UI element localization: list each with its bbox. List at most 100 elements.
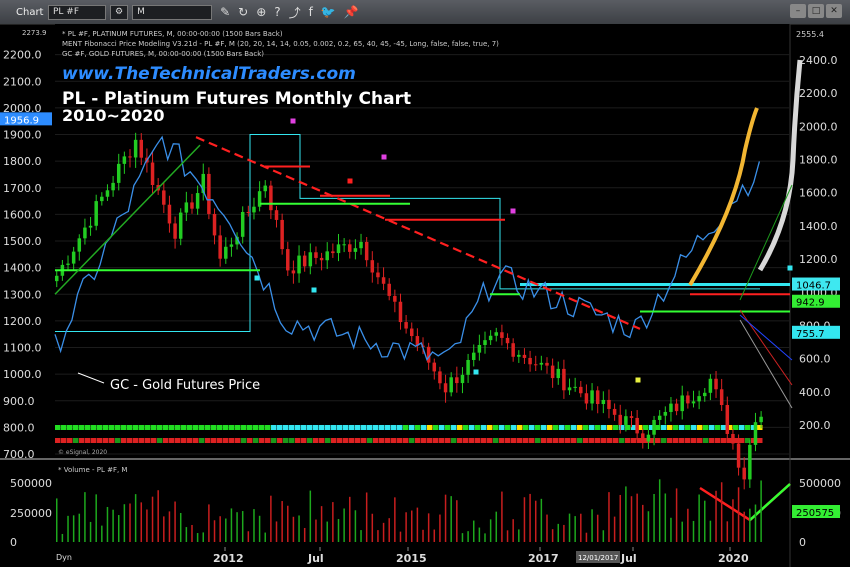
pin-icon[interactable]: 📌 <box>343 5 359 19</box>
signal-strip-top <box>571 425 577 430</box>
signal-strip-bottom <box>499 438 505 443</box>
share-icon[interactable]: ⤴ <box>288 5 301 20</box>
volume-bar <box>512 519 514 542</box>
symbol-input[interactable]: PL #F <box>48 4 106 20</box>
signal-strip-top <box>109 425 115 430</box>
candle-body <box>528 357 532 365</box>
volume-bar <box>112 509 114 542</box>
candle-body <box>691 401 696 404</box>
signal-strip-top <box>649 425 655 430</box>
signal-strip-bottom <box>721 438 727 443</box>
volume-bar <box>382 522 385 542</box>
candle-body <box>708 378 713 393</box>
signal-strip-bottom <box>469 438 475 443</box>
signal-strip-top <box>163 425 169 430</box>
signal-strip-bottom <box>649 438 655 443</box>
candle-body <box>122 156 127 164</box>
signal-strip-top <box>631 425 637 430</box>
signal-strip-top <box>709 425 715 430</box>
signal-strip-top <box>679 425 685 430</box>
volume-badge <box>792 505 840 518</box>
candle-body <box>331 251 335 254</box>
interval-select[interactable]: M <box>132 4 213 20</box>
signal-strip-bottom <box>577 438 583 443</box>
volume-bar <box>591 509 593 542</box>
twitter-icon[interactable]: 🐦 <box>320 5 336 19</box>
refresh-icon[interactable]: ↻ <box>238 5 249 19</box>
draw-icon[interactable]: ✎ <box>220 5 231 19</box>
facebook-icon[interactable]: f <box>308 5 313 19</box>
volume-bar <box>658 479 661 542</box>
candle-body <box>207 173 211 214</box>
signal-strip-top <box>229 425 235 430</box>
signal-strip-top <box>319 425 325 430</box>
signal-strip-top <box>487 425 493 430</box>
signal-strip-bottom <box>673 438 679 443</box>
left-top-label: 2273.9 <box>22 29 47 37</box>
x-tick-label: 2020 <box>718 552 749 565</box>
signal-strip-top <box>331 425 337 430</box>
dyn-button[interactable]: Dyn <box>56 553 72 562</box>
candle-body <box>562 368 566 391</box>
candle-body <box>190 202 194 209</box>
candle-body <box>325 251 329 261</box>
signal-strip-bottom <box>385 438 391 443</box>
minimize-icon[interactable]: – <box>790 4 806 18</box>
signal-strip-top <box>349 425 355 430</box>
candle-body <box>759 416 763 423</box>
candle-body <box>71 251 76 264</box>
maximize-icon[interactable]: □ <box>808 4 824 18</box>
signal-strip-top <box>151 425 157 430</box>
candle-body <box>646 434 651 442</box>
signal-strip-top <box>289 425 295 430</box>
volume-bar <box>354 510 357 542</box>
candle-body <box>240 211 245 237</box>
fan-line-green <box>739 184 793 301</box>
volume-bar <box>151 496 154 542</box>
signal-strip-bottom <box>373 438 379 443</box>
crosshair-icon[interactable]: ⊕ <box>256 5 267 19</box>
candle-body <box>624 416 628 425</box>
right-badge-label: 1046.7 <box>796 281 831 292</box>
signal-strip-top <box>529 425 535 430</box>
signal-strip-bottom <box>613 438 619 443</box>
volume-bar <box>557 523 560 542</box>
candle-body <box>641 433 645 442</box>
candle-body <box>443 383 448 393</box>
candle-body <box>488 335 493 341</box>
left-tick-label: 1600.0 <box>3 208 42 221</box>
candle-body <box>133 139 138 158</box>
right-top-label: 2555.4 <box>796 30 824 39</box>
volume-bar <box>692 520 695 542</box>
candle-body <box>635 417 639 434</box>
volume-bar <box>168 511 171 542</box>
help-icon[interactable]: ? <box>274 5 281 19</box>
candle-body <box>105 190 110 197</box>
signal-strip-top <box>259 425 265 430</box>
close-icon[interactable]: ✕ <box>826 4 842 18</box>
candle-body <box>748 444 752 480</box>
signal-strip-bottom <box>571 438 577 443</box>
signal-strip-top <box>715 425 721 430</box>
volume-bar <box>202 532 205 542</box>
signal-strip-bottom <box>253 438 259 443</box>
volume-bar <box>427 513 430 542</box>
signal-strip-bottom <box>199 438 205 443</box>
volume-bar <box>225 518 227 542</box>
signal-strip-bottom <box>313 438 319 443</box>
candles <box>55 132 763 490</box>
signal-strip-top <box>727 425 733 430</box>
volume-bar <box>258 515 261 542</box>
candle-body <box>674 403 679 412</box>
candle-body <box>150 162 155 185</box>
signal-strip-bottom <box>583 438 589 443</box>
signal-strip-top <box>133 425 139 430</box>
volume-bar <box>596 514 599 542</box>
signal-strip-bottom <box>625 438 631 443</box>
candle-body <box>511 343 515 357</box>
volume-bar <box>630 496 633 542</box>
signal-strip-bottom <box>475 438 481 443</box>
settings-icon[interactable]: ⚙ <box>110 4 129 20</box>
signal-strip-top <box>517 425 523 430</box>
signal-strip-bottom <box>205 438 211 443</box>
